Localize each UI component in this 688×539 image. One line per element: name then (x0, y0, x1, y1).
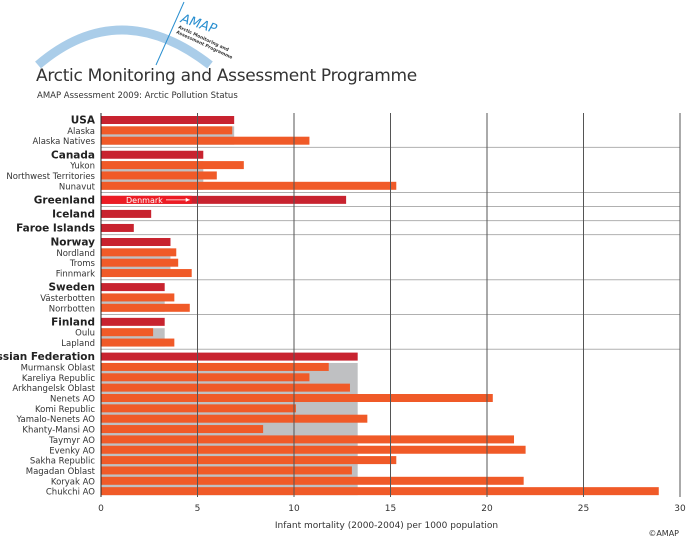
x-tick-label: 10 (288, 504, 300, 514)
bar-region (101, 394, 493, 402)
bar-region (101, 269, 192, 278)
group-label: Greenland (34, 194, 95, 206)
bar-russian-federation (101, 352, 358, 361)
bar-faroe-islands (101, 223, 134, 232)
region-label: Evenky AO (49, 446, 95, 456)
group-label: Norway (51, 237, 96, 249)
region-label: Yukon (69, 162, 95, 172)
bar-region (101, 338, 175, 347)
x-tick-label: 0 (98, 504, 104, 514)
x-tick-label: 15 (385, 504, 396, 514)
bar-region (101, 303, 190, 312)
page-subtitle: AMAP Assessment 2009: Arctic Pollution S… (37, 91, 238, 101)
bar-norway (101, 238, 171, 246)
region-label: Alaska Natives (33, 137, 96, 147)
bar-region (101, 445, 526, 454)
region-label: Magadan Oblast (26, 467, 96, 477)
bar-region (101, 435, 515, 444)
bar-region (101, 136, 310, 145)
region-label: Taymyr AO (48, 436, 95, 446)
bar-region (101, 248, 177, 257)
region-label: Khanty-Mansi AO (22, 426, 95, 436)
region-label: Northwest Territories (6, 172, 95, 182)
group-label: Iceland (52, 208, 95, 220)
bar-region (101, 362, 329, 371)
region-label: Komi Republic (35, 405, 95, 415)
bar-region (101, 487, 659, 496)
bar-region (101, 126, 233, 135)
bar-iceland (101, 209, 152, 218)
denmark-arrowhead (185, 197, 190, 202)
bar-region (101, 328, 154, 337)
region-label: Yamalo-Nenets AO (15, 415, 95, 425)
group-label: Russian Federation (0, 351, 95, 363)
bar-region (101, 161, 244, 170)
region-label: Koryak AO (51, 477, 95, 487)
region-label: Nordland (56, 249, 95, 259)
region-label: Västerbotten (40, 294, 95, 304)
group-label: Sweden (49, 282, 96, 294)
region-label: Nenets AO (50, 395, 95, 405)
region-label: Oulu (75, 329, 95, 339)
bar-region (101, 258, 179, 267)
group-label: Canada (51, 149, 95, 161)
logo-line (155, 1, 185, 66)
bar-finland (101, 317, 165, 326)
x-tick-label: 30 (674, 504, 686, 514)
region-label: Arkhangelsk Oblast (12, 384, 95, 394)
bar-region (101, 466, 352, 475)
region-label: Troms (69, 259, 96, 269)
copyright: ©AMAP (648, 529, 679, 538)
x-tick-label: 25 (578, 504, 589, 514)
bar-region (101, 425, 264, 434)
bar-region (101, 404, 296, 413)
page-title: Arctic Monitoring and Assessment Program… (36, 66, 417, 86)
bar-greenland (101, 195, 347, 204)
bar-region (101, 456, 397, 465)
bar-region (101, 293, 175, 302)
x-tick-label: 20 (481, 504, 493, 514)
bar-region (101, 383, 350, 392)
group-label: Faroe Islands (16, 222, 95, 234)
region-label: Sakha Republic (30, 457, 95, 467)
amap-logo: AMAP Arctic Monitoring and Assessment Pr… (35, 1, 233, 69)
bar-usa (101, 116, 235, 124)
x-axis-label: Infant mortality (2000-2004) per 1000 po… (275, 521, 498, 531)
bar-canada (101, 150, 204, 159)
logo-arc (35, 25, 213, 69)
bar-region (101, 373, 310, 382)
bar-denmark (101, 195, 192, 204)
region-label: Murmansk Oblast (21, 363, 96, 373)
region-label: Lapland (61, 339, 95, 349)
region-label: Chukchi AO (46, 488, 95, 498)
region-label: Norrbotten (49, 304, 95, 314)
x-tick-label: 5 (195, 504, 201, 514)
region-label: Nunavut (59, 182, 96, 192)
region-label: Finnmark (56, 270, 95, 280)
group-label: Finland (51, 316, 95, 328)
region-label: Alaska (67, 127, 95, 137)
group-label: USA (71, 115, 96, 127)
bar-region (101, 181, 397, 190)
bar-sweden (101, 283, 165, 292)
region-label: Kareliya Republic (22, 374, 95, 384)
bar-region (101, 414, 368, 423)
denmark-label: Denmark (126, 196, 163, 205)
bar-region (101, 171, 217, 180)
bar-region (101, 476, 524, 485)
